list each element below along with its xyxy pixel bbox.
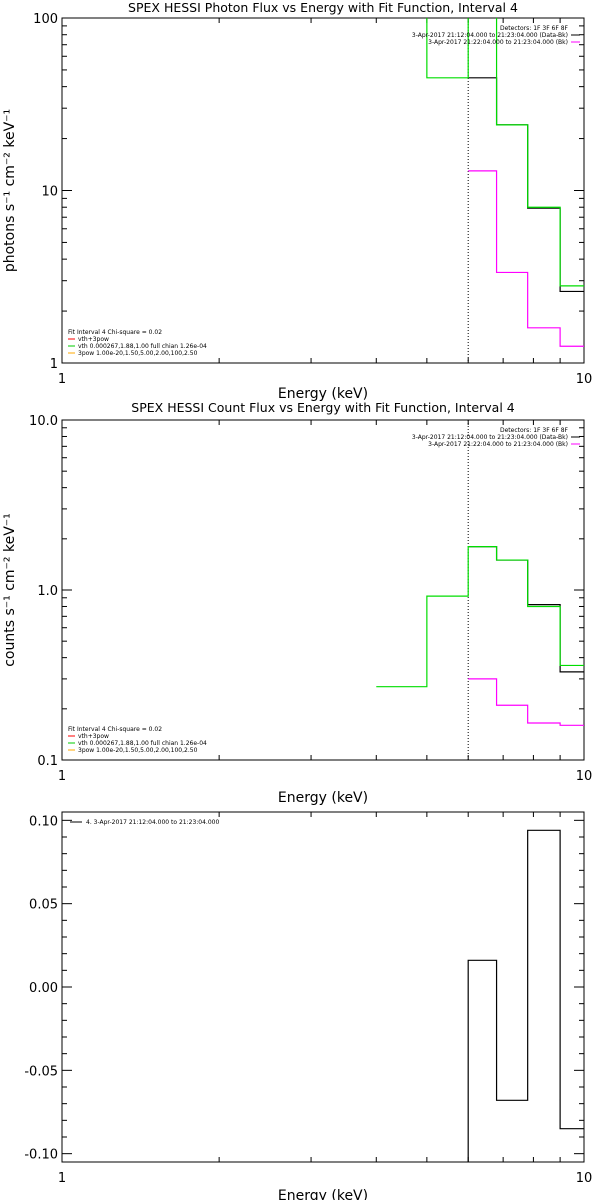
legend-entry: 3-Apr-2017 21:12:04.000 to 21:23:04.000 … bbox=[412, 434, 568, 441]
chart-panel-1: SPEX HESSI Photon Flux vs Energy with Fi… bbox=[2, 0, 592, 402]
x-tick-label: 10 bbox=[576, 372, 593, 387]
y-tick-label: 100 bbox=[33, 12, 58, 27]
series-step-line-1 bbox=[468, 77, 584, 293]
legend-entry: 3pow 1.00e-20,1.50,5.00,2.00,100,2.50 bbox=[78, 747, 198, 754]
x-tick-label: 1 bbox=[58, 769, 66, 784]
x-tick-label: 10 bbox=[576, 769, 593, 784]
legend-entry: vth 0.000267,1.88,1.00 full chian 1.26e-… bbox=[78, 343, 207, 350]
x-tick-label: 10 bbox=[576, 1171, 593, 1186]
legend-entry: 4. 3-Apr-2017 21:12:04.000 to 21:23:04.0… bbox=[86, 819, 219, 826]
x-axis-label: Energy (keV) bbox=[278, 386, 368, 402]
series-step-line-3 bbox=[426, 18, 584, 287]
legend-entry: Detectors: 1F 3F 6F 8F bbox=[500, 25, 569, 32]
y-tick-label: 0.00 bbox=[29, 981, 58, 996]
series-step-line-1 bbox=[468, 546, 584, 673]
legend-entry: 3-Apr-2017 21:22:04.000 to 21:23:04.000 … bbox=[428, 39, 568, 46]
x-tick-label: 1 bbox=[58, 372, 66, 387]
plot-frame bbox=[61, 419, 585, 761]
y-tick-label: -0.05 bbox=[24, 1064, 58, 1079]
series-step-line-1 bbox=[467, 829, 584, 1162]
x-axis-label: Energy (keV) bbox=[278, 790, 368, 806]
legend-entry: vth+3pow bbox=[78, 336, 109, 343]
y-tick-label: 0.10 bbox=[29, 814, 58, 829]
x-tick-label: 1 bbox=[58, 1171, 66, 1186]
legend-entry: 3-Apr-2017 21:12:04.000 to 21:23:04.000 … bbox=[412, 32, 568, 39]
chart-panel-2: SPEX HESSI Count Flux vs Energy with Fit… bbox=[2, 400, 592, 806]
legend-entry: 3-Apr-2017 21:22:04.000 to 21:23:04.000 … bbox=[428, 441, 568, 448]
series-step-line-2 bbox=[468, 678, 584, 726]
legend-entry: vth 0.000267,1.88,1.00 full chian 1.26e-… bbox=[78, 740, 207, 747]
legend-entry: Fit Interval 4 Chi-square = 0.02 bbox=[68, 329, 162, 336]
y-tick-label: 0.1 bbox=[37, 754, 58, 769]
y-tick-label: 10.0 bbox=[29, 414, 58, 429]
x-axis-label: Energy (keV) bbox=[278, 1188, 368, 1200]
y-tick-label: -0.10 bbox=[24, 1148, 58, 1163]
legend-entry: 3pow 1.00e-20,1.50,5.00,2.00,100,2.50 bbox=[78, 350, 198, 357]
y-tick-label: 10 bbox=[41, 185, 58, 200]
series-step-line-2 bbox=[468, 170, 584, 347]
chart-panel-3: 1 10 0.10 0.05 0.00 -0.05 -0.10 Energy (keV) 4. … bbox=[24, 811, 593, 1200]
y-tick-label: 1 bbox=[50, 357, 58, 372]
chart-title: SPEX HESSI Photon Flux vs Energy with Fi… bbox=[128, 0, 518, 15]
legend-entry: vth+3pow bbox=[78, 733, 109, 740]
y-tick-label: 1.0 bbox=[37, 584, 58, 599]
plot-frame bbox=[61, 17, 585, 364]
y-axis-label: photons s⁻¹ cm⁻² keV⁻¹ bbox=[2, 109, 18, 272]
legend-entry: Detectors: 1F 3F 6F 8F bbox=[500, 427, 569, 434]
legend-entry: Fit Interval 4 Chi-square = 0.02 bbox=[68, 726, 162, 733]
y-axis-label: counts s⁻¹ cm⁻² keV⁻¹ bbox=[2, 513, 18, 667]
y-tick-label: 0.05 bbox=[29, 898, 58, 913]
plot-frame bbox=[61, 811, 585, 1163]
chart-title: SPEX HESSI Count Flux vs Energy with Fit… bbox=[131, 400, 514, 415]
series-step-line-3 bbox=[376, 546, 584, 688]
